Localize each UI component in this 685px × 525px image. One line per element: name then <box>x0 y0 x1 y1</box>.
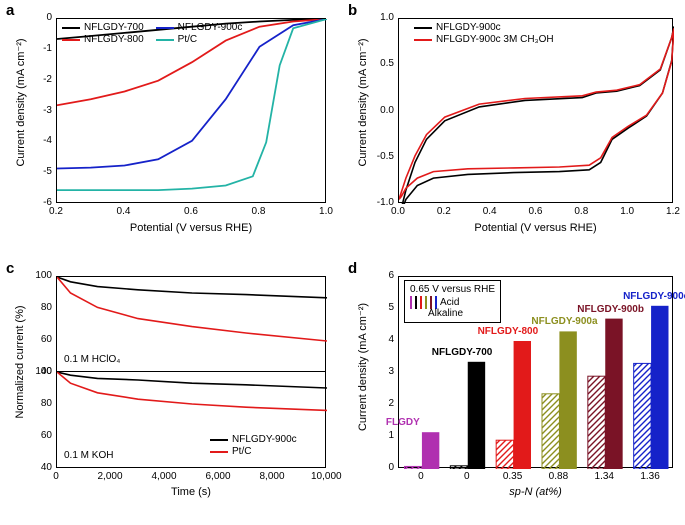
legend-item: NFLGDY-800 <box>84 34 144 45</box>
panel-c-xlabel: Time (s) <box>56 486 326 498</box>
panel-c-annot-top: 0.1 M HClO₄ <box>64 354 120 365</box>
panel-a: a Potential (V versus RHE) Current densi… <box>0 0 342 250</box>
panel-d: d sp-N (at%) Current density (mA cm⁻²) 0… <box>342 258 685 523</box>
panel-a-legend: NFLGDY-700 NFLGDY-900c NFLGDY-800 Pt/C <box>62 22 254 46</box>
panel-b-legend: NFLGDY-900cNFLGDY-900c 3M CH₃OH <box>414 22 554 46</box>
bar-label: NFLGDY-800 <box>478 326 539 337</box>
bar-label: NFLGDY-900c <box>623 291 685 302</box>
bar-label: NFLGDY-900a <box>531 316 597 327</box>
legend-item: Pt/C <box>232 446 251 457</box>
legend-acid: Acid <box>440 297 459 308</box>
legend-item: NFLGDY-900c <box>232 434 297 445</box>
legend-alkaline: Alkaline <box>428 308 463 319</box>
panel-c-legend: NFLGDY-900cPt/C <box>210 434 297 458</box>
panel-a-xlabel: Potential (V versus RHE) <box>56 222 326 234</box>
legend-item: NFLGDY-900c <box>436 22 501 33</box>
panel-b-xlabel: Potential (V versus RHE) <box>398 222 673 234</box>
legend-item: NFLGDY-900c 3M CH₃OH <box>436 34 554 45</box>
panel-b-ylabel: Current density (mA cm⁻²) <box>356 10 369 195</box>
bar-label: NFLGDY-700 <box>432 347 493 358</box>
panel-d-xlabel: sp-N (at%) <box>398 486 673 498</box>
legend-item: NFLGDY-700 <box>84 22 144 33</box>
panel-c: c Time (s) Normalized current (%) 02,000… <box>0 258 342 523</box>
panel-c-annot-bottom: 0.1 M KOH <box>64 450 113 461</box>
panel-b: b Potential (V versus RHE) Current densi… <box>342 0 685 250</box>
panel-d-legend: 0.65 V versus RHE AcidAlkaline <box>404 280 501 323</box>
panel-d-condition: 0.65 V versus RHE <box>410 284 495 295</box>
bar-label: FLGDY <box>386 417 420 428</box>
legend-item: NFLGDY-900c <box>178 22 243 33</box>
legend-item: Pt/C <box>178 34 197 45</box>
bar-label: NFLGDY-900b <box>577 304 644 315</box>
